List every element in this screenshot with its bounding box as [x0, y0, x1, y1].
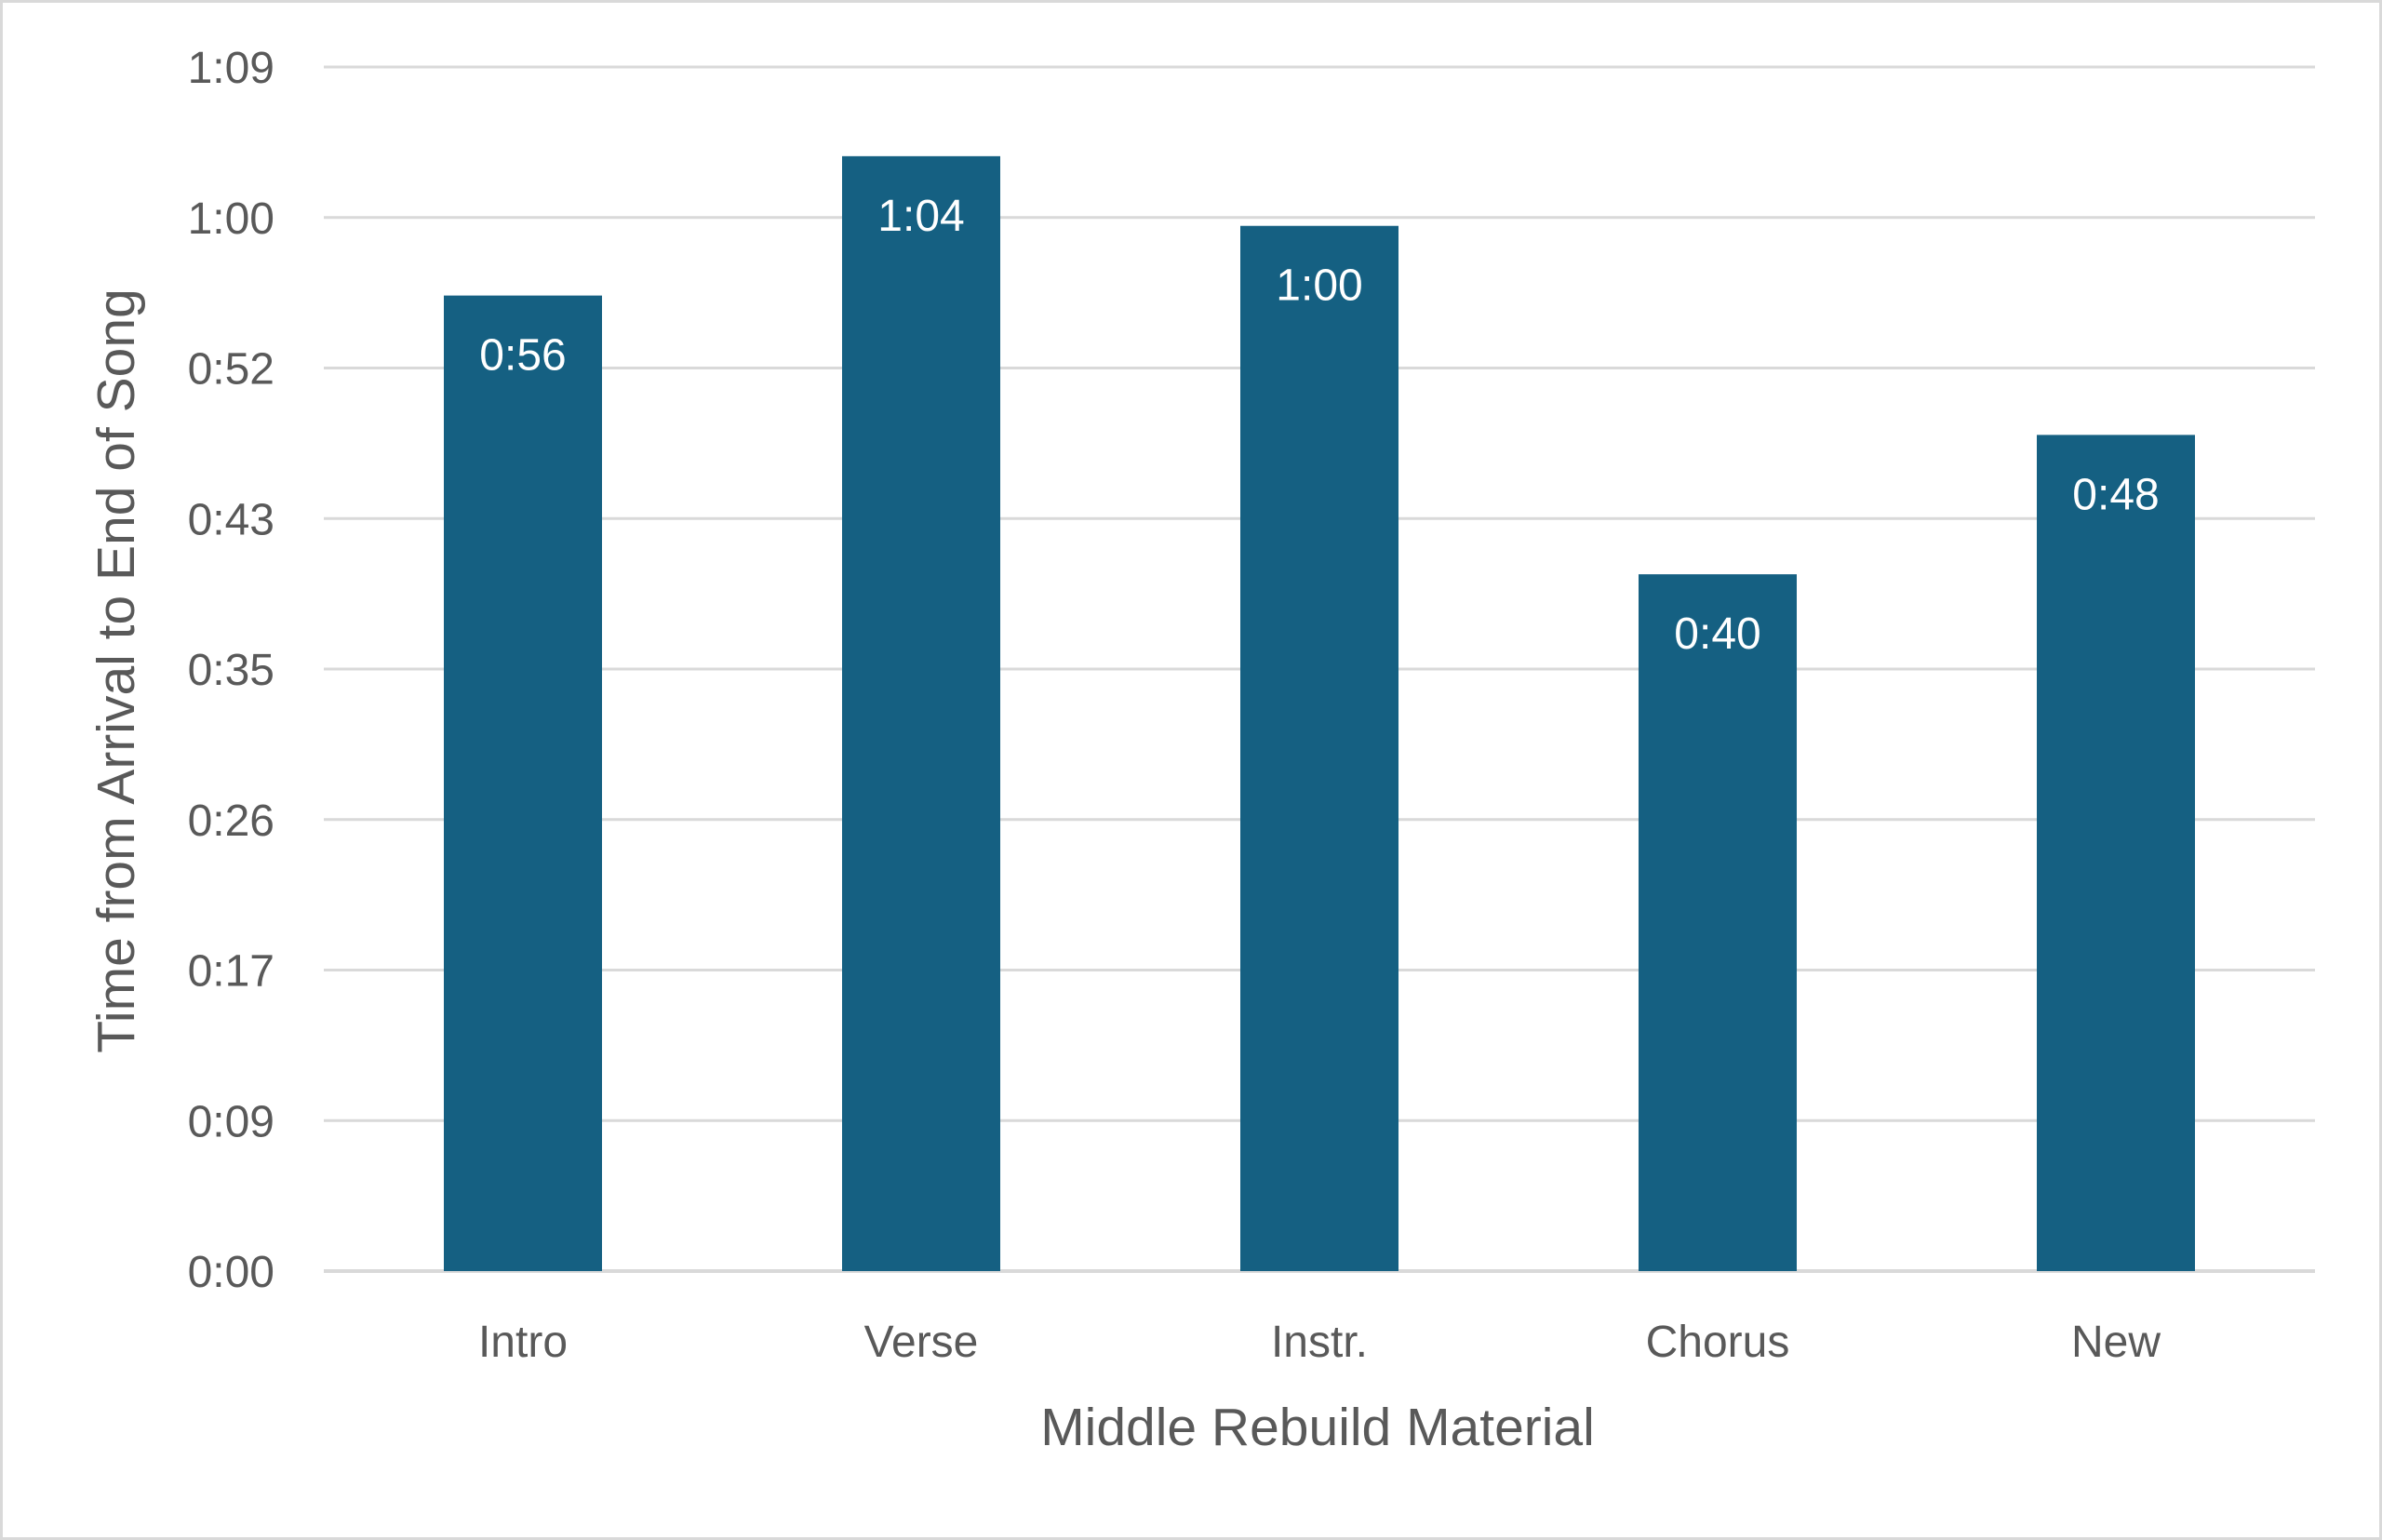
x-tick-label: Chorus: [1646, 1318, 1790, 1367]
y-tick-label: 0:43: [188, 495, 274, 544]
y-axis-title: Time from Arrival to End of Song: [87, 288, 146, 1053]
y-tick-label: 0:52: [188, 345, 274, 395]
data-label: 1:00: [1276, 261, 1362, 311]
bar-intro: [444, 295, 602, 1271]
data-label: 0:48: [2072, 470, 2159, 519]
y-axis-ticks: 0:00 0:09 0:17 0:26 0:35 0:43 0:52 1:00 1:09: [188, 44, 274, 1297]
bars: [444, 155, 2195, 1272]
x-tick-label: Intro: [478, 1318, 568, 1367]
data-labels: 0:56 1:04 1:00 0:40 0:48: [479, 192, 2159, 659]
x-tick-label: Instr.: [1271, 1318, 1368, 1367]
x-tick-label: Verse: [864, 1318, 979, 1367]
bar-chart: 0:00 0:09 0:17 0:26 0:35 0:43 0:52 1:00 1:09 Int…: [87, 44, 2315, 1457]
x-axis-title: Middle Rebuild Material: [1040, 1398, 1595, 1457]
bar-instr: [1240, 225, 1398, 1272]
y-tick-label: 0:35: [188, 646, 274, 695]
data-label: 0:56: [479, 331, 566, 381]
y-tick-label: 0:26: [188, 797, 274, 846]
bar-chorus: [1639, 574, 1797, 1271]
data-label: 1:04: [877, 192, 964, 241]
y-tick-label: 1:00: [188, 194, 274, 244]
y-tick-label: 0:17: [188, 947, 274, 997]
y-tick-label: 0:00: [188, 1248, 274, 1297]
x-tick-label: New: [2071, 1318, 2161, 1367]
data-label: 0:40: [1674, 609, 1760, 659]
y-tick-label: 0:09: [188, 1097, 274, 1146]
x-axis-ticks: Intro Verse Instr. Chorus New: [478, 1318, 2161, 1367]
bar-new: [2037, 435, 2195, 1271]
bar-verse: [842, 155, 1000, 1272]
y-tick-label: 1:09: [188, 44, 274, 93]
